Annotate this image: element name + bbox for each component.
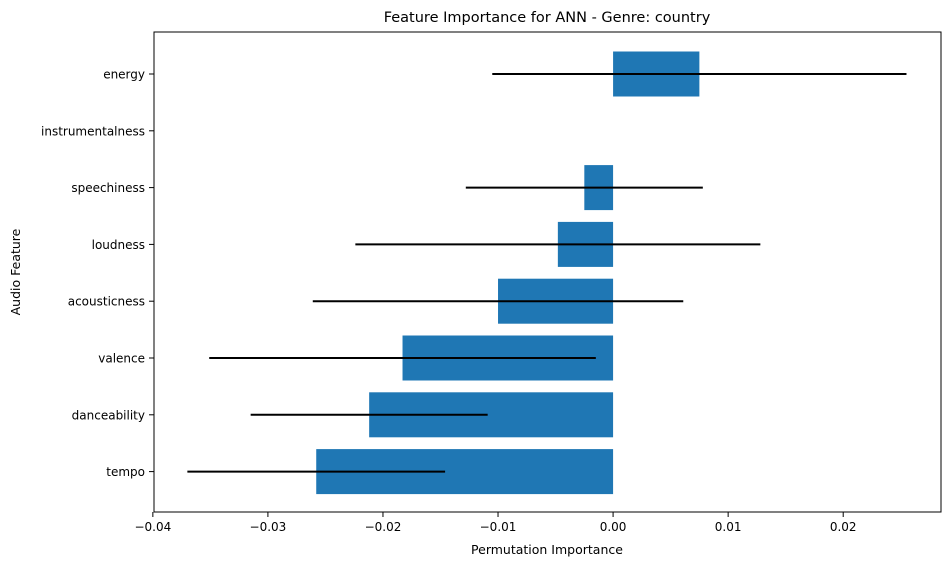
- x-tick-label: −0.02: [365, 520, 402, 534]
- y-tick-label: tempo: [106, 465, 145, 479]
- y-tick-label: danceability: [72, 408, 145, 422]
- chart-title: Feature Importance for ANN - Genre: coun…: [384, 10, 711, 26]
- y-ticks-group: energy instrumentalness speechiness loudnes…: [41, 68, 154, 479]
- y-tick-label: acousticness: [68, 295, 145, 309]
- y-tick-label: valence: [98, 352, 145, 366]
- y-tick-label: instrumentalness: [41, 124, 145, 138]
- y-tick-label: speechiness: [71, 181, 145, 195]
- plot-frame: [153, 31, 942, 513]
- x-ticks-group: −0.04 −0.03 −0.02 −0.01 0.00 0.01 0.02: [134, 512, 857, 534]
- x-tick-label: 0.00: [600, 520, 627, 534]
- x-tick-label: −0.03: [250, 520, 287, 534]
- x-tick-label: −0.04: [134, 520, 171, 534]
- y-tick-label: loudness: [92, 238, 145, 252]
- x-axis-label: Permutation Importance: [471, 542, 623, 557]
- x-tick-label: −0.01: [480, 520, 517, 534]
- bars-group: [316, 51, 700, 495]
- y-axis-label: Audio Feature: [8, 228, 23, 315]
- y-tick-label: energy: [103, 68, 145, 82]
- error-bars-group: [187, 73, 907, 473]
- x-tick-label: 0.01: [715, 520, 742, 534]
- x-tick-label: 0.02: [830, 520, 857, 534]
